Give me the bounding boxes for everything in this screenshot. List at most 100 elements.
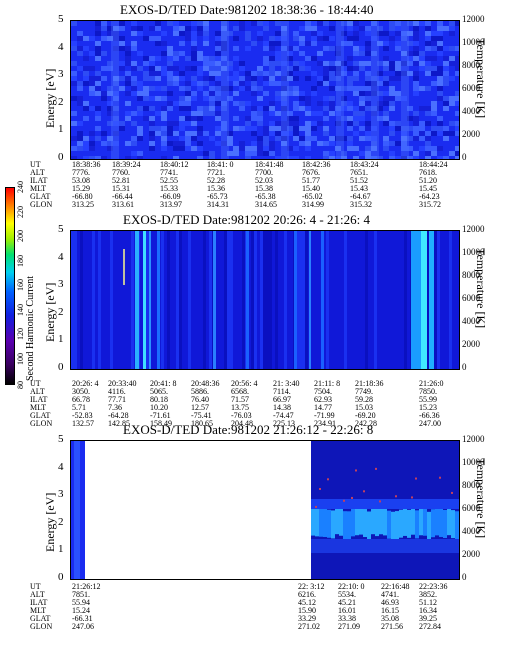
spectrogram-cell [335, 106, 341, 111]
spectrogram-cell [323, 66, 329, 71]
spectrogram-stripe [143, 231, 146, 369]
spectrogram-cell [101, 141, 107, 146]
spectrogram-column [260, 231, 263, 369]
spectrogram-cell [425, 121, 431, 126]
spectrogram-cell [263, 81, 269, 86]
spectrogram-cell [101, 91, 107, 96]
spectrogram-cell [239, 141, 245, 146]
spectrogram-cell [83, 141, 89, 146]
spectrogram-cell [431, 56, 437, 61]
orbit-value: 33.29 [298, 614, 316, 623]
colorbar-tick-label: 120 [16, 328, 25, 340]
spectrogram-cell [197, 86, 203, 91]
spectrogram-cell [353, 36, 359, 41]
spectrogram-cell [437, 156, 443, 159]
spectrogram-cell [329, 111, 335, 116]
spectrogram-cell [353, 156, 359, 159]
spectrogram-cell [137, 106, 143, 111]
spectrogram-cell [353, 91, 359, 96]
temperature-tick-label: 12000 [462, 224, 485, 234]
orbit-value: -64.28 [108, 411, 129, 420]
spectrogram-cell [263, 151, 269, 156]
spectrogram-band [423, 539, 427, 553]
spectrogram-cell [353, 111, 359, 116]
spectrogram-band [311, 539, 315, 553]
spectrogram-cell [437, 31, 443, 36]
spectrogram-cell [179, 31, 185, 36]
spectrogram-cell [131, 81, 137, 86]
spectrogram-band [375, 539, 379, 553]
spectrogram-band [371, 539, 375, 553]
spectrogram-cell [173, 76, 179, 81]
spectrogram-column [365, 231, 368, 369]
spectrogram-cell [269, 126, 275, 131]
spectrogram-cell [353, 86, 359, 91]
spectrogram-cell [215, 116, 221, 121]
temperature-tick-label: 0 [462, 362, 467, 372]
spectrogram-cell [155, 66, 161, 71]
spectrogram-cell [401, 141, 407, 146]
spectrogram-band [363, 509, 367, 538]
spectrogram-cell [239, 26, 245, 31]
spectrogram-dot [395, 495, 397, 498]
spectrogram-column [131, 231, 134, 369]
spectrogram-cell [161, 131, 167, 136]
spectrogram-cell [359, 91, 365, 96]
spectrogram-cell [293, 106, 299, 111]
spectrogram-cell [119, 86, 125, 91]
spectrogram-cell [281, 136, 287, 141]
spectrogram-cell [413, 21, 419, 26]
spectrogram-cell [371, 36, 377, 41]
spectrogram-cell [203, 76, 209, 81]
orbit-row-label: GLAT [30, 192, 51, 201]
spectrogram-cell [179, 146, 185, 151]
spectrogram-cell [179, 76, 185, 81]
orbit-value: 313.61 [112, 200, 134, 209]
spectrogram-band [359, 539, 363, 553]
spectrogram-cell [95, 76, 101, 81]
spectrogram-band [419, 539, 423, 553]
spectrogram-cell [113, 106, 119, 111]
spectrogram-cell [215, 101, 221, 106]
spectrogram-band [363, 539, 367, 553]
spectrogram-cell [311, 91, 317, 96]
spectrogram-cell [185, 106, 191, 111]
spectrogram-cell [167, 141, 173, 146]
spectrogram-cell [311, 31, 317, 36]
spectrogram-band [443, 499, 447, 509]
spectrogram-cell [293, 76, 299, 81]
temperature-tick-label: 0 [462, 152, 467, 162]
spectrogram-cell [275, 136, 281, 141]
spectrogram-dot [411, 496, 413, 499]
spectrogram-cell [443, 81, 449, 86]
spectrogram-cell [395, 76, 401, 81]
spectrogram-cell [365, 96, 371, 101]
spectrogram-cell [221, 121, 227, 126]
spectrogram-cell [395, 61, 401, 66]
spectrogram-band [379, 499, 383, 509]
spectrogram-cell [413, 46, 419, 51]
spectrogram-stripe [135, 231, 139, 369]
spectrogram-cell [293, 136, 299, 141]
spectrogram-cell [413, 121, 419, 126]
panel1-spectrogram [70, 20, 460, 160]
orbit-value: 204.48 [231, 419, 253, 428]
spectrogram-column [269, 231, 272, 369]
colorbar-tick-label: 80 [16, 381, 25, 389]
spectrogram-cell [251, 141, 257, 146]
spectrogram-column [176, 231, 179, 369]
spectrogram-cell [77, 36, 83, 41]
spectrogram-cell [413, 76, 419, 81]
colorbar [5, 187, 15, 385]
spectrogram-cell [257, 36, 263, 41]
spectrogram-cell [119, 61, 125, 66]
orbit-row-label: GLAT [30, 614, 51, 623]
orbit-value: 13.75 [231, 403, 249, 412]
spectrogram-band [375, 499, 379, 509]
spectrogram-cell [383, 146, 389, 151]
orbit-value: 5.71 [72, 403, 86, 412]
spectrogram-cell [173, 131, 179, 136]
spectrogram-cell [113, 96, 119, 101]
spectrogram-cell [341, 31, 347, 36]
spectrogram-cell [287, 121, 293, 126]
